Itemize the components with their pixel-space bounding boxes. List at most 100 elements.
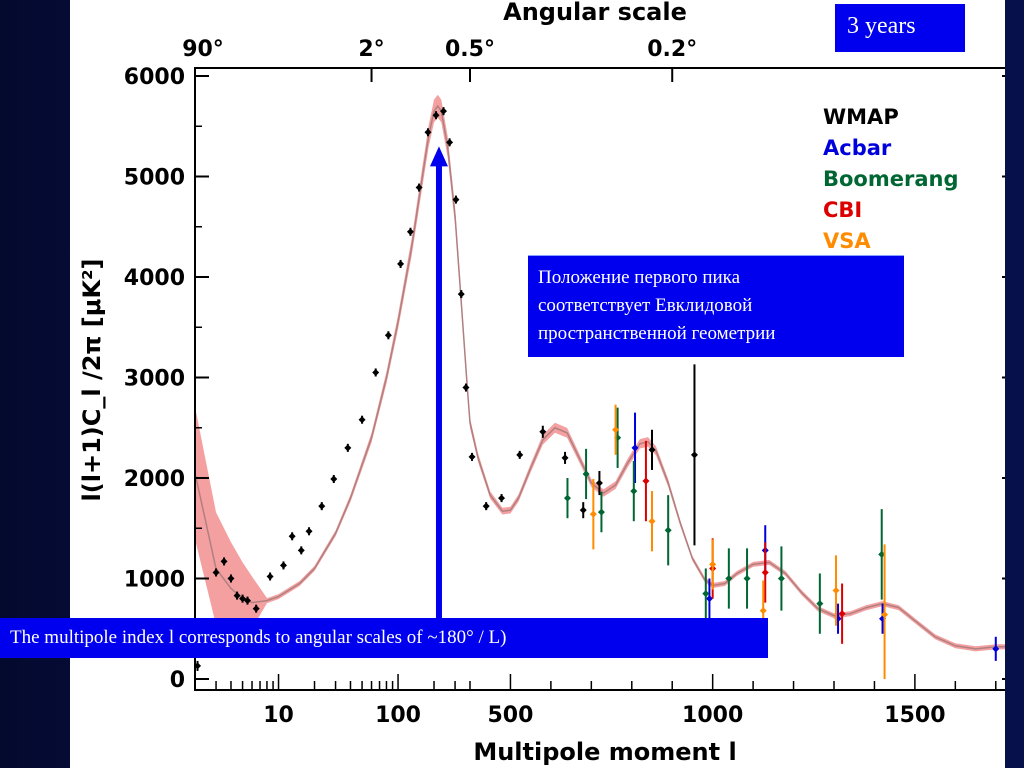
data-point (227, 575, 235, 582)
data-point (452, 196, 460, 204)
y-tick-label: 3000 (124, 367, 185, 392)
data-point (664, 526, 672, 534)
data-point (372, 368, 380, 376)
data-point (297, 546, 305, 554)
data-point (539, 428, 547, 436)
legend-entry: Boomerang (823, 167, 959, 191)
data-point (992, 645, 1000, 653)
legend-entry: CBI (823, 198, 862, 222)
data-point (709, 560, 717, 568)
peak-annotation-line: пространственной геометрии (538, 323, 776, 344)
data-point (816, 600, 824, 608)
data-point (424, 128, 432, 136)
peak-annotation-line: Положение первого пика (538, 267, 741, 288)
series-vsa (589, 404, 889, 679)
y-tick-label: 1000 (124, 568, 185, 593)
data-point (630, 487, 638, 495)
model-uncertainty-band (195, 94, 1005, 652)
peak-annotation-line: соответствует Евклидовой (538, 295, 753, 316)
data-point (878, 550, 886, 558)
data-point (288, 532, 296, 540)
cmb-power-spectrum-chart: 0 1000 2000 3000 4000 5000 6000 10 100 500 1000 150… (78, 0, 1005, 766)
legend-entry: Acbar (823, 136, 892, 160)
series-boomerang (563, 407, 886, 634)
x-tick-label: 500 (487, 703, 533, 728)
plot-frame (194, 67, 1005, 691)
data-point (482, 502, 490, 510)
data-point (384, 331, 392, 339)
x-axis-label: Multipole moment l (473, 738, 736, 766)
y-tick-label: 6000 (124, 65, 185, 90)
data-point (597, 508, 605, 516)
data-point (462, 384, 470, 392)
data-point (266, 572, 274, 580)
data-point (318, 502, 326, 510)
data-point (446, 138, 454, 146)
data-point (561, 454, 569, 462)
top-tick-label: 0.5° (445, 37, 495, 62)
data-point (439, 107, 447, 115)
model-curve (194, 104, 1005, 650)
data-point (406, 228, 414, 236)
data-point (563, 494, 571, 502)
top-tick-label: 0.2° (647, 37, 697, 62)
data-point (212, 568, 220, 576)
series-wmap (194, 107, 698, 671)
data-point (344, 444, 352, 452)
data-point (648, 446, 656, 454)
peak-annotation: Положение первого пика соответствует Евк… (528, 255, 904, 357)
data-point (589, 510, 597, 518)
data-point (233, 592, 241, 600)
x-tick-label: 100 (375, 703, 421, 728)
data-point (498, 494, 506, 502)
data-point (702, 590, 710, 598)
data-point (759, 607, 767, 615)
data-point (358, 416, 366, 424)
data-point (516, 451, 524, 459)
data-point (777, 575, 785, 582)
top-tick-label: 2° (358, 37, 384, 62)
data-point (330, 475, 338, 483)
legend-entry: VSA (823, 229, 871, 253)
data-point (725, 575, 733, 582)
data-point (220, 557, 228, 565)
data-point (612, 426, 620, 434)
data-point (457, 290, 465, 298)
data-point (468, 453, 476, 461)
data-point (642, 477, 650, 485)
data-point (832, 587, 840, 595)
peak-arrow-head (429, 146, 448, 167)
data-point (838, 610, 846, 618)
data-point (305, 527, 313, 535)
data-point (432, 111, 440, 119)
data-point (582, 470, 590, 478)
legend-entry: WMAP (823, 105, 899, 129)
y-tick-label: 5000 (124, 166, 185, 191)
y-tick-label: 0 (170, 668, 185, 693)
data-point (252, 605, 260, 613)
multipole-annotation: The multipole index l corresponds to ang… (0, 618, 768, 658)
data-point (579, 506, 587, 514)
data-point (743, 575, 751, 582)
data-point (244, 597, 252, 605)
y-tick-label: 4000 (124, 266, 185, 291)
data-point (705, 595, 713, 603)
y-axis-label: l(l+1)C_l /2π [μK²] (78, 259, 106, 502)
data-point (279, 561, 287, 569)
series-cbi (642, 440, 846, 644)
x-tick-label: 1500 (884, 703, 945, 728)
years-badge: 3 years (835, 4, 965, 52)
x-tick-label: 10 (263, 703, 294, 728)
data-point (397, 260, 405, 268)
data-point (595, 479, 603, 487)
top-axis-label: Angular scale (503, 0, 687, 26)
data-point (631, 444, 639, 452)
data-point (761, 568, 769, 576)
data-point (415, 184, 423, 192)
x-tick-label: 1000 (682, 703, 743, 728)
top-tick-label: 90° (182, 37, 224, 62)
y-tick-label: 2000 (124, 467, 185, 492)
data-point (648, 517, 656, 525)
data-point (690, 451, 698, 459)
data-point (881, 611, 889, 619)
